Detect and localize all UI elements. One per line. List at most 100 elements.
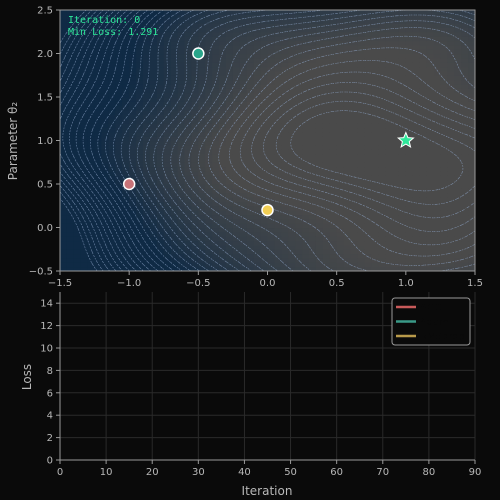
contour-cell (108, 249, 116, 255)
contour-cell (364, 75, 372, 81)
contour-cell (371, 223, 379, 229)
contour-cell (281, 10, 289, 15)
contour-cell (212, 97, 220, 102)
contour-cell (143, 175, 151, 181)
contour-cell (405, 244, 414, 250)
contour-cell (385, 123, 393, 129)
contour-cell (115, 227, 123, 233)
contour-cell (468, 240, 475, 246)
contour-cell (101, 79, 110, 85)
contour-line (120, 10, 210, 271)
contour-cell (66, 27, 75, 33)
contour-cell (267, 244, 276, 250)
contour-cell (288, 101, 296, 107)
contour-cell (302, 244, 310, 250)
contour-cell (322, 31, 331, 37)
contour-cell (447, 240, 455, 246)
contour-cell (143, 257, 151, 263)
contour-cell (246, 249, 255, 255)
contour-cell (419, 75, 428, 81)
contour-cell (385, 179, 393, 185)
contour-cell (315, 53, 324, 59)
contour-cell (108, 210, 116, 216)
contour-cell (205, 27, 213, 33)
contour-cell (156, 127, 165, 133)
contour-cell (281, 157, 289, 163)
contour-cell (191, 140, 199, 146)
contour-cell (447, 62, 455, 68)
contour-cell (198, 179, 206, 185)
contour-cell (170, 40, 179, 46)
contour-cell (419, 227, 428, 233)
contour-cell (419, 240, 428, 246)
contour-cell (315, 179, 324, 185)
contour-cell (378, 66, 386, 72)
contour-cell (246, 92, 255, 98)
contour-cell (198, 18, 206, 24)
contour-cell (288, 236, 296, 242)
contour-cell (260, 88, 269, 94)
contour-cell (364, 110, 372, 115)
contour-cell (198, 105, 206, 111)
contour-cell (66, 83, 75, 89)
contour-cell (288, 49, 296, 55)
contour-cell (73, 79, 82, 85)
contour-cell (302, 62, 310, 68)
contour-cell (343, 36, 352, 42)
contour-cell (122, 40, 130, 46)
contour-cell (454, 31, 462, 37)
contour-cell (378, 114, 386, 120)
contour-cell (149, 262, 158, 268)
contour-cell (73, 70, 82, 76)
contour-cell (405, 231, 414, 237)
contour-cell (136, 197, 144, 202)
contour-cell (191, 70, 199, 76)
contour-cell (461, 192, 469, 198)
contour-line (90, 10, 175, 271)
contour-cell (461, 162, 469, 168)
contour-cell (143, 18, 151, 24)
contour-cell (163, 36, 172, 42)
contour-cell (115, 62, 123, 68)
contour-cell (246, 201, 255, 207)
contour-cell (447, 114, 455, 120)
contour-cell (184, 166, 193, 172)
contour-cell (73, 266, 82, 271)
contour-cell (170, 44, 179, 50)
contour-cell (336, 44, 345, 50)
contour-cell (357, 57, 365, 63)
contour-cell (129, 31, 137, 37)
contour-cell (143, 262, 151, 268)
contour-cell (226, 70, 234, 76)
contour-cell (288, 10, 296, 15)
contour-cell (149, 127, 158, 133)
contour-cell (454, 23, 462, 28)
contour-cell (212, 131, 220, 137)
contour-cell (371, 31, 379, 37)
contour-cell (66, 110, 75, 115)
contour-cell (191, 57, 199, 63)
contour-cell (246, 253, 255, 259)
contour-cell (288, 170, 296, 176)
contour-cell (405, 123, 414, 129)
contour-cell (143, 131, 151, 137)
contour-cell (156, 170, 165, 176)
contour-cell (226, 110, 234, 115)
contour-cell (371, 10, 379, 15)
contour-cell (309, 253, 317, 259)
contour-cell (246, 27, 255, 33)
contour-cell (357, 92, 365, 98)
contour-cell (419, 179, 428, 185)
contour-cell (336, 240, 345, 246)
contour-cell (212, 166, 220, 172)
contour-cell (101, 205, 110, 211)
contour-cell (122, 153, 130, 159)
contour-cell (149, 188, 158, 194)
contour-cell (329, 244, 338, 250)
contour-cell (87, 83, 96, 89)
contour-cell (412, 136, 421, 142)
contour-cell (115, 136, 123, 142)
contour-cell (461, 223, 469, 229)
contour-cell (322, 114, 331, 120)
contour-cell (378, 14, 386, 20)
